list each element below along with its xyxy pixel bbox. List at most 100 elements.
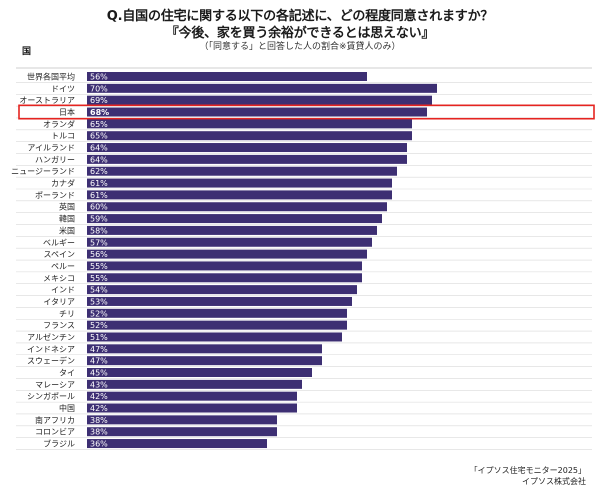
category-label: インド	[51, 286, 75, 295]
bar	[87, 119, 412, 129]
category-label: カナダ	[51, 178, 75, 188]
bar	[87, 285, 357, 295]
category-label: 日本	[59, 107, 75, 117]
category-label: タイ	[59, 369, 75, 378]
category-label: 世界各国平均	[27, 72, 75, 82]
bar	[87, 320, 347, 330]
category-label: 中国	[59, 403, 75, 413]
value-label: 36%	[90, 440, 108, 449]
bar	[87, 439, 267, 449]
bar	[87, 308, 347, 318]
value-label: 59%	[90, 215, 108, 224]
bar	[87, 107, 427, 117]
category-label: ペルー	[51, 262, 75, 271]
bar	[87, 273, 362, 283]
value-label: 61%	[90, 191, 108, 200]
category-label: 韓国	[59, 214, 75, 224]
category-label: ドイツ	[51, 84, 75, 93]
category-label: メキシコ	[43, 274, 75, 283]
bar	[87, 143, 407, 153]
value-label: 51%	[90, 333, 108, 342]
value-label: 62%	[90, 167, 108, 176]
category-label: アイルランド	[27, 144, 75, 153]
value-label: 58%	[90, 226, 108, 235]
bar	[87, 214, 382, 224]
value-label: 65%	[90, 132, 108, 141]
category-label: スペイン	[44, 250, 75, 259]
value-label: 60%	[90, 203, 108, 212]
bar	[87, 356, 322, 366]
bar	[87, 427, 277, 437]
category-label: トルコ	[51, 132, 75, 141]
category-label: ハンガリー	[35, 154, 75, 164]
value-label: 55%	[90, 274, 108, 283]
value-label: 42%	[90, 404, 108, 413]
bar	[87, 296, 352, 306]
bars-layer: 世界各国平均 56% ドイツ 70% オーストラリア 69% 日本 68% オランダ 65% トルコ…	[11, 72, 595, 449]
bar	[87, 202, 387, 212]
highlight-box	[18, 104, 595, 120]
chart-subtitle: 『今後、家を買う余裕ができるとは思えない』	[165, 26, 435, 41]
source-company: イプソス株式会社	[522, 477, 586, 486]
category-label: ニュージーランド	[11, 167, 75, 176]
value-label: 42%	[90, 392, 108, 401]
value-label: 56%	[90, 73, 108, 82]
value-label: 69%	[90, 96, 108, 105]
value-label: 38%	[90, 416, 108, 425]
value-label: 47%	[90, 357, 108, 366]
bar	[87, 178, 392, 188]
category-label: ベルギー	[43, 238, 75, 247]
bar	[87, 332, 342, 342]
category-label: インドネシア	[27, 345, 75, 354]
grid-layer	[16, 67, 592, 450]
category-label: オーストラリア	[19, 96, 75, 105]
value-label: 56%	[90, 250, 108, 259]
category-label: ブラジル	[43, 439, 75, 449]
category-label: ポーランド	[35, 191, 75, 200]
value-label: 68%	[90, 108, 109, 117]
bar	[87, 225, 377, 235]
bar	[87, 95, 432, 105]
bar	[87, 415, 277, 425]
value-label: 70%	[90, 84, 108, 93]
value-label: 52%	[90, 309, 108, 318]
value-label: 64%	[90, 144, 108, 153]
category-label: コロンビア	[35, 428, 75, 437]
bar	[87, 368, 312, 377]
value-label: 55%	[90, 262, 108, 271]
bar	[87, 344, 322, 354]
value-label: 43%	[90, 380, 108, 389]
value-label: 57%	[90, 238, 108, 247]
value-label: 53%	[90, 297, 108, 306]
bar	[87, 261, 362, 271]
value-label: 64%	[90, 155, 108, 164]
chart-title: Q.自国の住宅に関する以下の各記述に、どの程度同意されますか？	[106, 9, 494, 24]
bar	[87, 190, 392, 200]
category-label: マレーシア	[35, 380, 75, 389]
value-label: 54%	[90, 286, 108, 295]
source-survey: 「イプソス住宅モニター2025」	[469, 466, 586, 475]
category-label: チリ	[59, 309, 75, 318]
value-label: 38%	[90, 428, 108, 437]
value-label: 65%	[90, 120, 108, 129]
bar	[87, 166, 397, 176]
bar	[87, 131, 412, 141]
category-label: シンガポール	[27, 391, 75, 401]
chart-note: （「同意する」と回答した人の割合※賃貸人のみ）	[199, 42, 401, 52]
value-label: 45%	[90, 369, 108, 378]
category-label: 米国	[59, 225, 75, 235]
bar	[87, 391, 297, 401]
value-label: 52%	[90, 321, 108, 330]
value-label: 61%	[90, 179, 108, 188]
category-label: 英国	[59, 202, 75, 212]
bar	[87, 83, 437, 93]
bar	[87, 237, 372, 247]
category-label: スウェーデン	[27, 356, 75, 366]
category-label: アルゼンチン	[27, 332, 75, 342]
column-header: 国	[22, 47, 32, 57]
value-label: 47%	[90, 345, 108, 354]
bar	[87, 403, 297, 413]
bar	[87, 72, 367, 81]
category-label: オランダ	[43, 119, 75, 129]
